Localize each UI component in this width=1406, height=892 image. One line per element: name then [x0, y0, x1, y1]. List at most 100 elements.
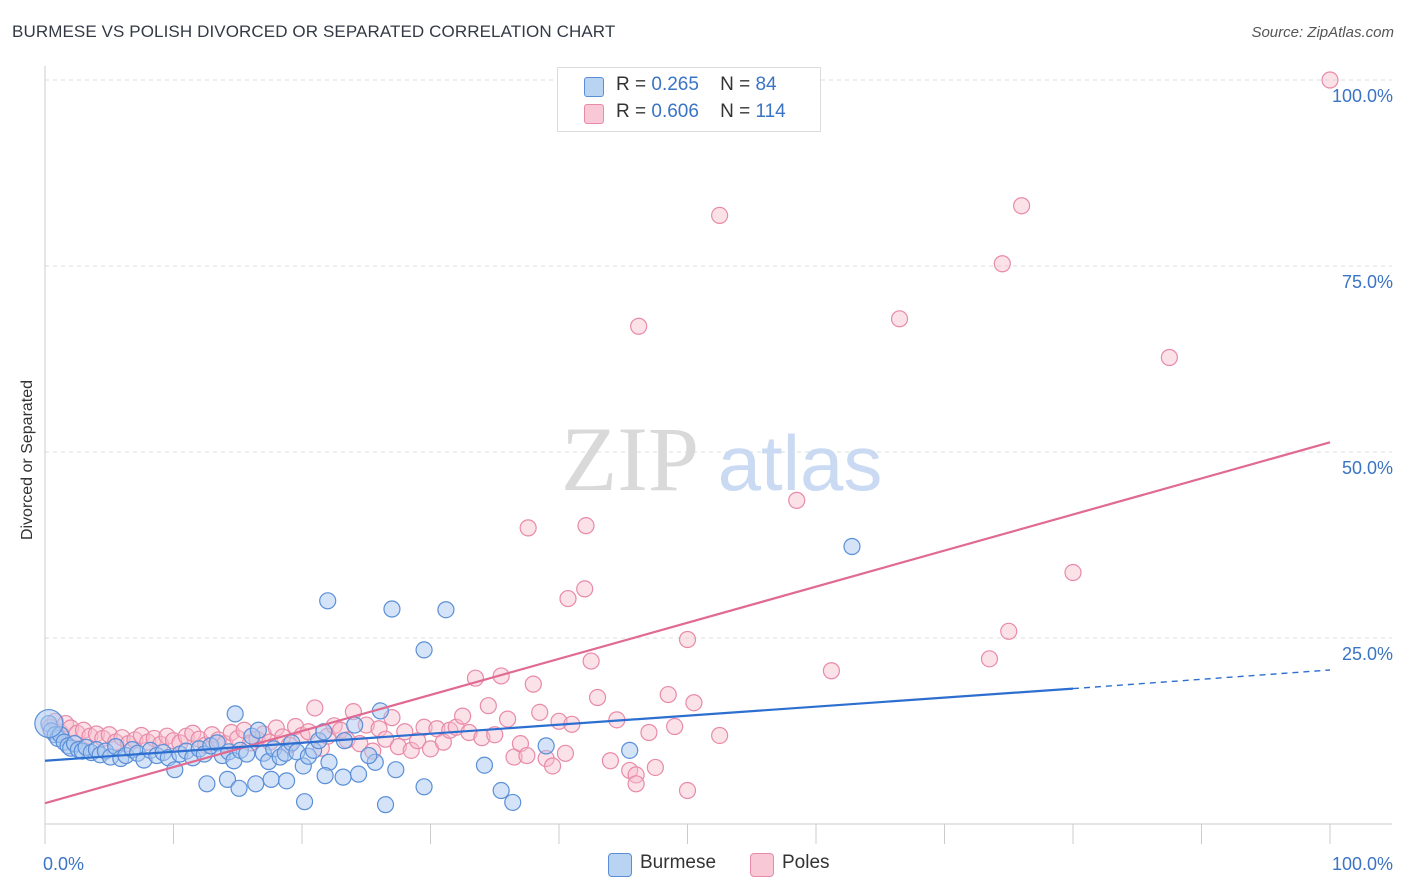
poles-point — [627, 766, 645, 784]
burmese-point — [537, 737, 555, 755]
burmese-point — [475, 756, 494, 774]
burmese-point — [621, 741, 639, 759]
n-value-poles: 114 — [755, 101, 786, 122]
poles-legend-swatch — [750, 853, 774, 877]
burmese-point — [415, 778, 433, 796]
poles-point — [1012, 197, 1031, 215]
trend-lines — [44, 441, 1331, 805]
n-label: N = — [720, 74, 751, 95]
poles-point — [543, 757, 562, 775]
burmese-trend-extension — [1072, 669, 1331, 690]
poles-trend-line — [44, 441, 1331, 805]
poles-point — [1321, 71, 1339, 89]
burmese-point — [415, 641, 433, 659]
poles-point — [306, 699, 324, 717]
poles-point — [993, 255, 1011, 273]
legend-text-poles: R = 0.606 N = 114 — [616, 101, 786, 123]
burmese-point — [387, 761, 405, 779]
burmese-point — [226, 705, 244, 723]
poles-point — [222, 723, 240, 742]
grid-lines — [45, 79, 1392, 639]
poles-point — [646, 758, 664, 777]
poles-point — [518, 746, 536, 765]
y-axis-label-wrap: Divorced or Separated — [16, 300, 40, 620]
burmese-point — [843, 537, 861, 556]
poles-point — [630, 317, 648, 335]
poles-point — [389, 738, 407, 756]
watermark-zip: ZIP — [561, 408, 699, 510]
burmese-point — [437, 601, 455, 619]
burmese-legend-swatch — [608, 853, 632, 877]
burmese-point — [262, 770, 280, 788]
burmese-legend-label: Burmese — [640, 852, 717, 873]
poles-swatch — [584, 104, 604, 124]
poles-point — [486, 726, 504, 744]
y-tick-label: 75.0% — [1342, 272, 1393, 292]
poles-point — [588, 688, 607, 707]
burmese-point — [319, 592, 337, 610]
poles-point — [556, 744, 575, 762]
r-label: R = — [616, 74, 647, 95]
chart-title: BURMESE VS POLISH DIVORCED OR SEPARATED … — [12, 22, 616, 41]
n-label: N = — [720, 101, 751, 122]
burmese-point — [376, 796, 395, 814]
burmese-point — [504, 793, 522, 812]
tick-labels: 25.0% 50.0% 75.0% 100.0% 0.0% 100.0% — [43, 86, 1393, 874]
poles-point — [659, 685, 677, 704]
x-tick-label: 0.0% — [43, 854, 84, 874]
poles-point — [531, 703, 549, 722]
poles-point — [479, 697, 497, 715]
poles-point — [519, 519, 537, 537]
r-value-poles: 0.606 — [651, 101, 699, 122]
burmese-point — [346, 716, 364, 734]
burmese-point — [492, 781, 510, 800]
burmese-point-large — [34, 708, 64, 739]
poles-point — [559, 589, 577, 608]
poles-point — [890, 310, 909, 328]
burmese-point — [218, 770, 237, 788]
poles-point — [415, 718, 433, 736]
poles-point — [822, 662, 841, 680]
poles-point — [601, 752, 620, 770]
burmese-swatch — [584, 77, 604, 97]
stats-legend: R = 0.265 N = 84 R = 0.606 N = 114 — [557, 67, 821, 132]
poles-point — [678, 781, 697, 800]
poles-point — [788, 491, 806, 509]
burmese-point — [247, 775, 265, 793]
y-tick-label: 50.0% — [1342, 458, 1393, 478]
poles-point — [376, 730, 395, 748]
poles-point — [711, 726, 729, 745]
poles-point — [454, 707, 472, 725]
poles-point — [74, 721, 93, 739]
burmese-point — [230, 779, 248, 797]
burmese-point — [198, 775, 216, 793]
poles-point — [685, 694, 703, 712]
poles-point — [132, 726, 150, 745]
axes — [44, 66, 1392, 844]
burmese-point — [295, 793, 314, 811]
poles-point — [1160, 348, 1178, 367]
poles-point — [577, 517, 595, 535]
legend-text-burmese: R = 0.265 N = 84 — [616, 74, 777, 96]
poles-point — [402, 741, 420, 759]
burmese-point — [349, 765, 368, 783]
burmese-point — [334, 768, 352, 786]
r-label: R = — [616, 101, 647, 122]
watermark: ZIP atlas — [561, 408, 882, 510]
poles-legend-label: Poles — [782, 852, 830, 873]
poles-point — [980, 650, 999, 668]
r-value-burmese: 0.265 — [651, 74, 699, 95]
poles-point — [1064, 563, 1082, 582]
poles-point — [666, 717, 684, 736]
y-axis-label: Divorced or Separated — [19, 379, 36, 541]
burmese-point — [277, 772, 296, 790]
n-value-burmese: 84 — [755, 74, 777, 95]
x-tick-label: 100.0% — [1332, 854, 1393, 874]
poles-point — [678, 630, 697, 649]
poles-points — [41, 71, 1339, 800]
burmese-point — [383, 600, 401, 618]
poles-point — [524, 675, 542, 693]
burmese-trend-line — [44, 687, 1074, 762]
poles-point — [711, 206, 729, 225]
